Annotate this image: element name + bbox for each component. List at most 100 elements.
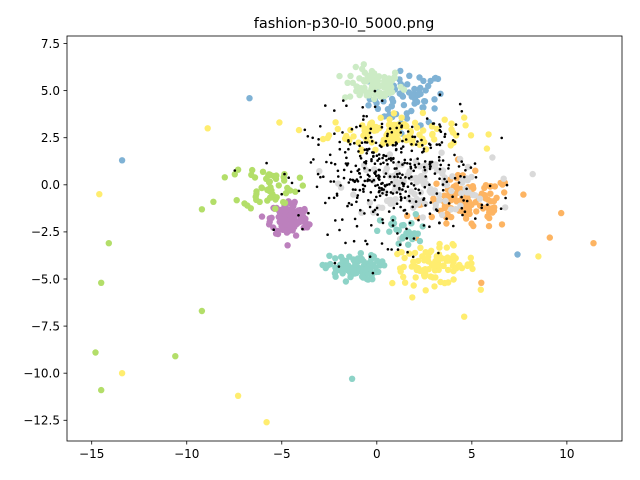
data-point (452, 224, 455, 228)
data-point (408, 220, 415, 227)
data-point (431, 96, 438, 103)
data-point (301, 205, 308, 213)
data-point (357, 250, 364, 257)
data-point (422, 249, 429, 256)
data-point (387, 157, 391, 161)
data-point (502, 204, 509, 211)
data-point (432, 122, 436, 125)
data-point (465, 199, 469, 203)
data-point (265, 221, 273, 228)
data-point (529, 170, 536, 178)
data-point (301, 227, 304, 231)
data-point (386, 151, 394, 158)
data-point (361, 106, 365, 109)
data-point (297, 189, 301, 193)
data-point (424, 175, 428, 178)
data-point (373, 208, 377, 212)
data-point (371, 210, 375, 213)
data-point (438, 143, 442, 147)
data-point (447, 142, 454, 149)
data-point (399, 195, 403, 199)
data-point (385, 183, 389, 187)
data-point (398, 186, 401, 190)
data-point (399, 235, 406, 242)
data-point (367, 147, 371, 151)
data-point (306, 135, 310, 138)
data-point (355, 139, 362, 146)
data-point (423, 256, 431, 263)
data-point (459, 208, 466, 215)
data-point (386, 116, 393, 123)
data-point (344, 241, 347, 245)
data-point (432, 161, 439, 168)
data-point (368, 119, 376, 126)
data-point (427, 189, 434, 196)
data-point (358, 144, 361, 148)
data-point (412, 211, 419, 218)
data-point (246, 95, 253, 102)
y-tick-label: −10.0 (23, 366, 60, 380)
data-point (371, 127, 378, 134)
data-point (317, 143, 320, 146)
data-point (367, 199, 370, 202)
data-point (251, 174, 259, 181)
data-point (275, 213, 282, 221)
data-point (263, 419, 270, 426)
data-point (343, 266, 350, 273)
data-point (384, 185, 387, 188)
data-point (460, 195, 463, 199)
data-point (382, 154, 386, 157)
data-point (504, 196, 507, 200)
data-point (438, 123, 441, 126)
data-point (414, 187, 417, 191)
data-point (395, 227, 402, 234)
data-point (402, 184, 405, 188)
data-point (353, 141, 356, 145)
data-point (324, 104, 327, 107)
points-layer (92, 61, 597, 426)
data-point (393, 184, 396, 188)
data-point (398, 222, 406, 229)
x-tick-label: −5 (273, 447, 291, 461)
data-point (464, 169, 467, 172)
data-point (358, 171, 361, 175)
data-point (469, 166, 473, 169)
data-point (431, 283, 438, 290)
data-point (373, 162, 377, 165)
data-point (347, 273, 354, 281)
data-point (332, 180, 336, 183)
data-point (276, 119, 283, 126)
x-tick-label: −10 (174, 447, 199, 461)
data-point (365, 242, 369, 246)
data-point (397, 67, 404, 75)
data-point (338, 147, 342, 151)
data-point (370, 140, 374, 143)
data-point (485, 205, 492, 212)
data-point (369, 191, 373, 194)
data-point (467, 254, 474, 261)
data-point (357, 150, 360, 153)
data-point (558, 209, 565, 217)
data-point (319, 175, 322, 179)
data-point (378, 186, 381, 189)
data-point (359, 157, 363, 160)
data-point (319, 125, 322, 128)
data-point (233, 197, 240, 204)
data-point (338, 228, 341, 232)
data-point (403, 115, 411, 122)
data-point (373, 198, 377, 202)
data-point (448, 126, 455, 133)
data-point (332, 267, 340, 275)
data-point (386, 144, 389, 147)
data-point (352, 258, 359, 265)
data-point (395, 202, 399, 205)
data-point (233, 169, 237, 172)
data-point (376, 183, 380, 187)
data-point (280, 199, 287, 206)
data-point (427, 273, 434, 280)
data-point (397, 160, 401, 164)
data-point (351, 178, 355, 182)
data-point (493, 194, 500, 201)
data-point (347, 139, 350, 142)
